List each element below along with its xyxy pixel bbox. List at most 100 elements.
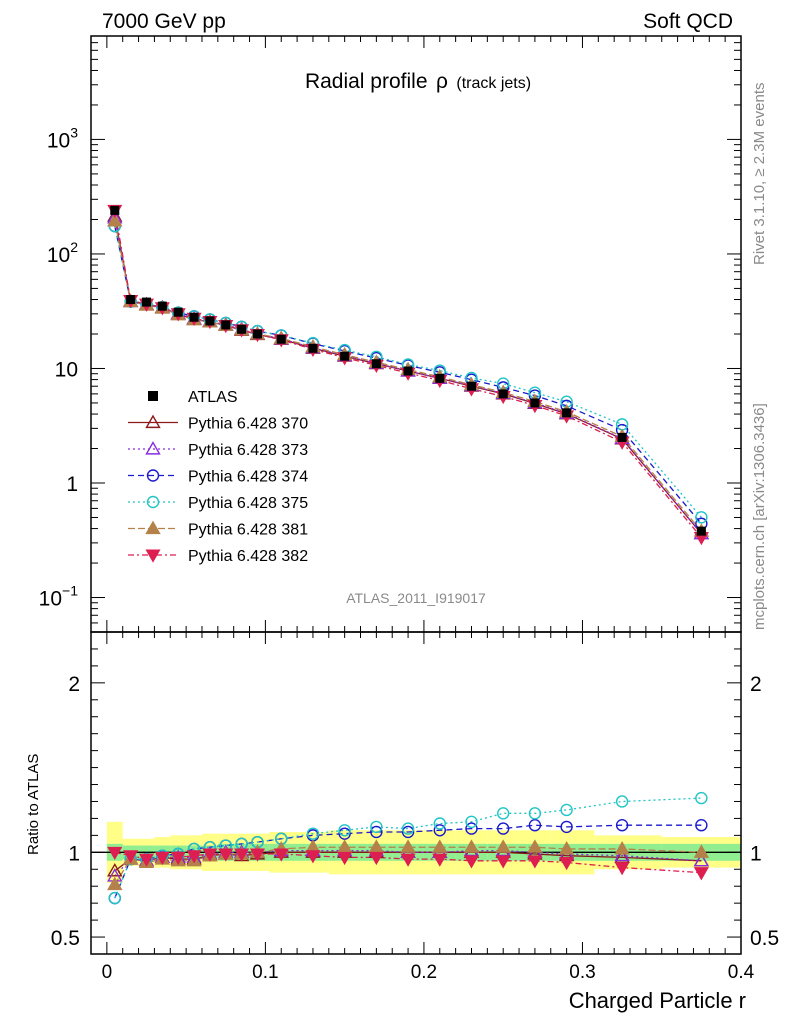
- series-point-ratio: [370, 820, 383, 834]
- y-tick-exponent: 2: [70, 239, 78, 255]
- series-point-ratio: [154, 851, 170, 866]
- series-point-ratio: [123, 850, 139, 864]
- analysis-label: ATLAS_2011_I919017: [346, 590, 486, 606]
- series-point-ratio: [615, 819, 629, 832]
- series-point-ratio: [400, 839, 416, 853]
- ratio-panel-frame: [90, 631, 742, 955]
- header-category-label: Soft QCD: [643, 10, 733, 33]
- ratio-tick-label-left: 1: [68, 842, 80, 865]
- legend: ATLAS Pythia 6.428 370 Pythia 6.428 373 Pyt…: [128, 389, 308, 565]
- legend-marker: [145, 441, 161, 455]
- series-point-ratio: [465, 822, 478, 835]
- series-point-ratio: [138, 853, 155, 867]
- y-tick-base: 10: [55, 358, 78, 381]
- legend-marker: [146, 469, 160, 482]
- y-tick-base: 10: [39, 588, 62, 611]
- y-tick-base: 10: [47, 244, 70, 267]
- data-point: [617, 432, 627, 442]
- series-point-ratio: [614, 847, 630, 862]
- y-tick-label: 103: [47, 124, 78, 152]
- ratio-y-axis-label: Ratio to ATLAS: [25, 754, 42, 855]
- chart-title: Radial profile ρ (track jets): [305, 70, 531, 93]
- legend-label: Pythia 6.428 373: [188, 442, 308, 459]
- data-point: [126, 295, 136, 305]
- data-point: [157, 301, 167, 311]
- y-tick-label: 1: [66, 473, 78, 496]
- series-point-ratio: [695, 791, 708, 805]
- y-tick-base: 1: [66, 473, 78, 496]
- series-point-ratio: [400, 853, 416, 867]
- y-tick-exponent: −1: [62, 583, 78, 599]
- data-point: [189, 312, 199, 322]
- data-point: [340, 351, 350, 361]
- series-point-ratio: [695, 819, 708, 832]
- series-point-ratio: [305, 850, 321, 864]
- data-point: [498, 389, 508, 399]
- series-point-ratio: [202, 848, 218, 862]
- x-tick-label: 0.4: [728, 962, 755, 983]
- series-point-ratio: [463, 839, 480, 853]
- x-axis-label: Charged Particle r: [569, 988, 746, 1013]
- series-point-ratio: [186, 850, 202, 864]
- data-point: [110, 205, 120, 215]
- legend-marker: [145, 520, 161, 535]
- series-point-ratio: [234, 848, 250, 862]
- legend-marker: [145, 414, 161, 429]
- ratio-tick-label-right: 0.5: [750, 927, 779, 950]
- series-point-ratio: [170, 851, 186, 866]
- y-tick-label: 10−1: [39, 583, 79, 611]
- series-point-ratio: [107, 846, 123, 861]
- series-point-ratio: [496, 822, 510, 835]
- series-point-ratio: [559, 857, 575, 871]
- legend-label: Pythia 6.428 374: [188, 469, 308, 486]
- y-tick-exponent: 3: [70, 124, 78, 140]
- series-lines: [114, 210, 702, 899]
- series-point-ratio: [338, 824, 351, 837]
- data-point: [403, 366, 413, 376]
- series-point-ratio: [107, 863, 123, 877]
- series-point-ratio: [249, 848, 265, 862]
- ratio-tick-label-left: 0.5: [51, 927, 80, 950]
- series-point-ratio: [465, 815, 478, 829]
- series-point-ratio: [401, 825, 415, 839]
- data-point: [696, 526, 706, 536]
- series-markers: [107, 204, 710, 905]
- series-point-ratio: [432, 839, 448, 853]
- series-point-ratio: [218, 848, 234, 862]
- series-point-ratio: [615, 795, 629, 808]
- data-point: [237, 324, 247, 334]
- series-point-ratio: [370, 825, 383, 839]
- legend-marker: [145, 549, 161, 563]
- series-point-ratio: [401, 822, 415, 835]
- series-point-ratio: [527, 839, 543, 853]
- series-point-ratio: [558, 841, 575, 855]
- series-point-ratio: [337, 851, 353, 866]
- series-line-ratio: [114, 797, 702, 899]
- series-point-ratio: [433, 824, 446, 837]
- data-point: [276, 334, 286, 344]
- series-point-ratio: [495, 855, 511, 869]
- series-point-ratio: [560, 820, 573, 834]
- rivet-version-label: Rivet 3.1.10, ≥ 2.3M events: [751, 83, 768, 266]
- chart-title-sub: (track jets): [456, 75, 531, 92]
- data-point: [205, 316, 215, 326]
- series-point-ratio: [614, 862, 630, 876]
- mcplots-label: mcplots.cern.ch [arXiv:1306.3436]: [751, 403, 768, 630]
- series-point-ratio: [108, 891, 121, 905]
- series-point-ratio: [528, 807, 542, 820]
- legend-marker: [146, 495, 160, 509]
- series-point-ratio: [528, 819, 542, 832]
- series-point-ratio: [496, 807, 510, 820]
- x-tick-label: 0: [102, 962, 113, 983]
- y-tick-label: 10: [55, 358, 78, 381]
- ratio-tick-label-right: 1: [750, 842, 762, 865]
- series-point-ratio: [495, 839, 511, 853]
- legend-data-label: ATLAS: [188, 389, 238, 406]
- y-tick-label: 102: [47, 239, 78, 267]
- legend-label: Pythia 6.428 382: [188, 548, 308, 565]
- series-line-main: [114, 217, 702, 535]
- x-tick-label: 0.3: [569, 962, 595, 983]
- series-line-ratio: [114, 851, 702, 874]
